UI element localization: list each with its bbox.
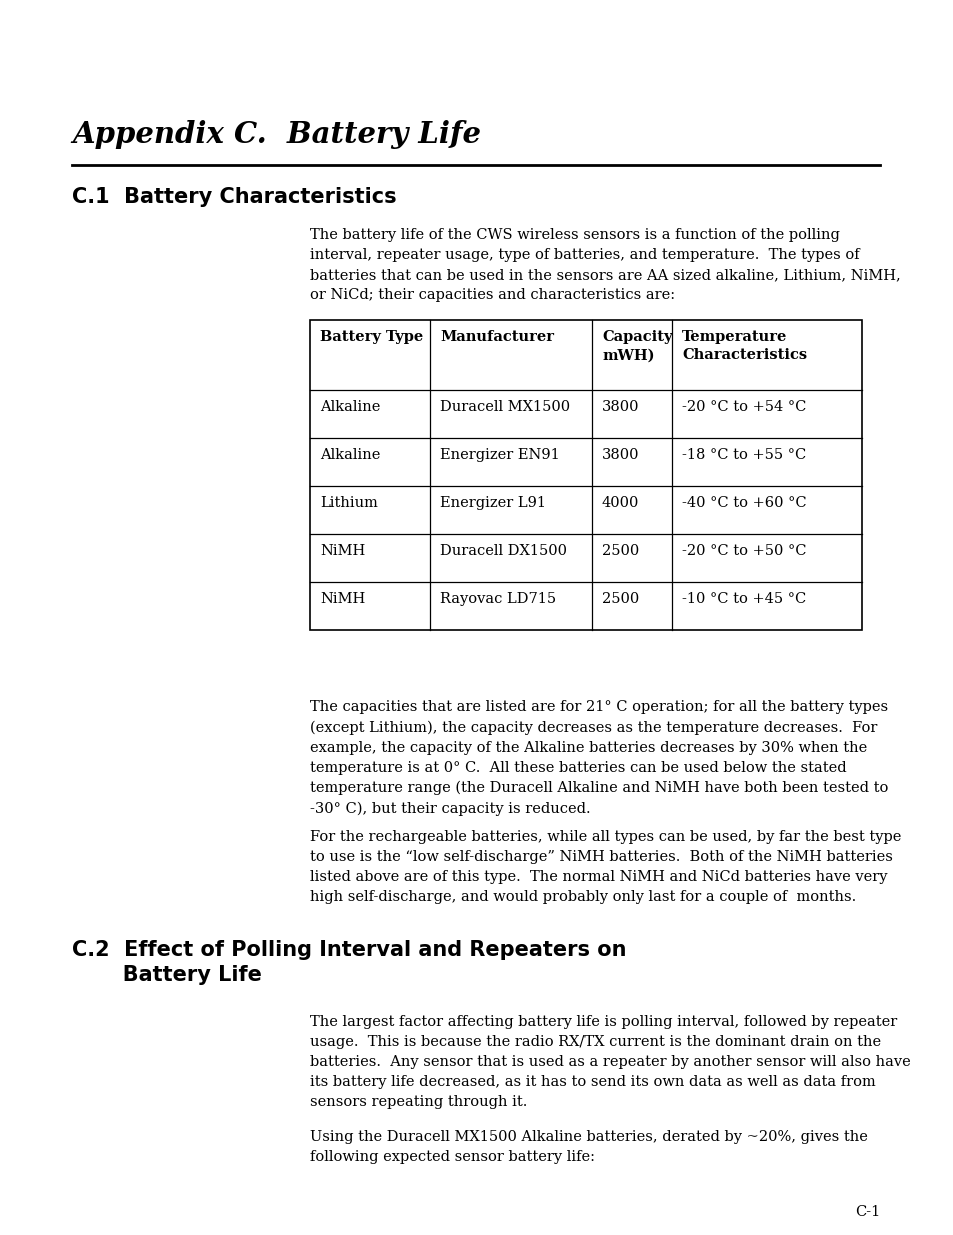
Text: 2500: 2500 [601, 543, 639, 558]
Text: -10 °C to +45 °C: -10 °C to +45 °C [681, 592, 805, 606]
Text: NiMH: NiMH [319, 543, 365, 558]
Text: Capacity
mWH): Capacity mWH) [601, 330, 672, 362]
Text: Energizer EN91: Energizer EN91 [439, 448, 559, 462]
Text: Duracell DX1500: Duracell DX1500 [439, 543, 566, 558]
Text: C.1  Battery Characteristics: C.1 Battery Characteristics [71, 186, 396, 207]
Text: -20 °C to +54 °C: -20 °C to +54 °C [681, 400, 805, 414]
Text: The capacities that are listed are for 21° C operation; for all the battery type: The capacities that are listed are for 2… [310, 700, 887, 816]
Text: Rayovac LD715: Rayovac LD715 [439, 592, 556, 606]
Text: 3800: 3800 [601, 448, 639, 462]
Text: Alkaline: Alkaline [319, 448, 380, 462]
Text: C.2  Effect of Polling Interval and Repeaters on
       Battery Life: C.2 Effect of Polling Interval and Repea… [71, 940, 626, 984]
Text: 2500: 2500 [601, 592, 639, 606]
Text: NiMH: NiMH [319, 592, 365, 606]
Text: Energizer L91: Energizer L91 [439, 496, 545, 510]
Text: -40 °C to +60 °C: -40 °C to +60 °C [681, 496, 806, 510]
Text: Using the Duracell MX1500 Alkaline batteries, derated by ~20%, gives the
followi: Using the Duracell MX1500 Alkaline batte… [310, 1130, 867, 1165]
Text: Manufacturer: Manufacturer [439, 330, 554, 345]
Text: Battery Type: Battery Type [319, 330, 423, 345]
Text: 4000: 4000 [601, 496, 639, 510]
Text: Duracell MX1500: Duracell MX1500 [439, 400, 570, 414]
Text: The largest factor affecting battery life is polling interval, followed by repea: The largest factor affecting battery lif… [310, 1015, 910, 1109]
Text: C-1: C-1 [854, 1205, 879, 1219]
Text: For the rechargeable batteries, while all types can be used, by far the best typ: For the rechargeable batteries, while al… [310, 830, 901, 904]
Bar [310, 320, 862, 630]
Text: The battery life of the CWS wireless sensors is a function of the polling
interv: The battery life of the CWS wireless sen… [310, 228, 900, 303]
Text: Alkaline: Alkaline [319, 400, 380, 414]
Text: Lithium: Lithium [319, 496, 377, 510]
Text: 3800: 3800 [601, 400, 639, 414]
Text: Appendix C.  Battery Life: Appendix C. Battery Life [71, 120, 480, 149]
Text: -18 °C to +55 °C: -18 °C to +55 °C [681, 448, 805, 462]
Text: -20 °C to +50 °C: -20 °C to +50 °C [681, 543, 805, 558]
Text: Temperature
Characteristics: Temperature Characteristics [681, 330, 806, 362]
